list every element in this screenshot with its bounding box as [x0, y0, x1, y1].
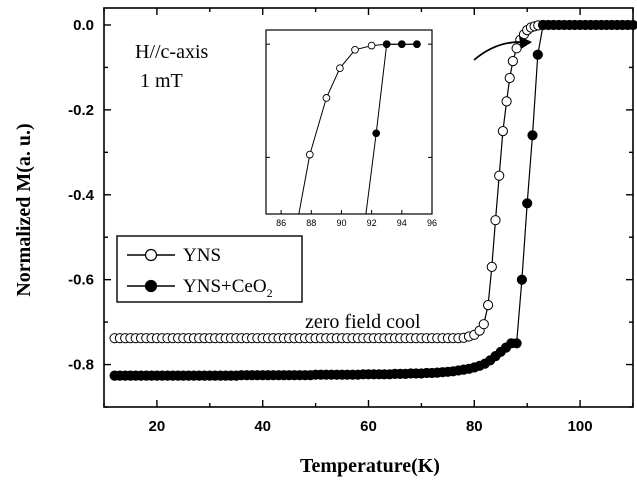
y-tick-label: -0.6: [68, 272, 94, 289]
data-point-yns: [501, 96, 512, 107]
inset-x-tick-label: 86: [276, 218, 286, 228]
inset-x-tick-label: 90: [336, 218, 346, 228]
x-axis-title: Temperature(K): [300, 455, 440, 477]
data-point-yns: [511, 43, 522, 54]
data-point-yns: [486, 261, 497, 272]
y-tick-label: 0.0: [73, 17, 94, 34]
legend-label-yns-ceo2-subscript: 2: [267, 286, 273, 300]
data-point-yns: [507, 56, 519, 67]
protocol-annotation: zero field cool: [305, 311, 421, 333]
inset-data-point-yns-ceo2: [397, 40, 406, 49]
x-tick-label: 80: [466, 418, 483, 435]
field-value-annotation: 1 mT: [140, 70, 183, 92]
y-tick-label: -0.4: [68, 187, 95, 204]
x-tick-label: 60: [360, 418, 377, 435]
legend-label-yns-ceo2: YNS+CeO2: [183, 276, 273, 300]
y-tick-label: -0.8: [68, 357, 94, 374]
inset-data-point-yns-ceo2: [413, 40, 421, 49]
inset-x-tick-label: 96: [427, 218, 437, 228]
inset-data-point-yns: [293, 225, 300, 232]
data-point-yns: [478, 319, 489, 330]
data-point-yns: [490, 215, 501, 226]
field-direction-annotation: H//c-axis: [135, 41, 209, 63]
inset-data-point-yns-ceo2: [372, 129, 381, 138]
legend-label-yns: YNS: [183, 245, 221, 266]
x-tick-label: 20: [149, 418, 166, 435]
inset-plot-area: 86 88 90 92 94 96: [265, 29, 437, 232]
inset-frame: [265, 29, 433, 215]
data-point-yns-ceo2: [522, 198, 533, 209]
inset-data-point-yns: [367, 41, 376, 50]
y-axis-title: Normalized M(a. u.): [13, 123, 35, 296]
inset-data-point-yns: [305, 150, 314, 159]
inset-data-point-yns: [351, 45, 359, 54]
inset-x-tick-label: 94: [397, 218, 407, 228]
annotations-layer: H//c-axis 1 mT zero field cool: [135, 36, 532, 333]
data-point-yns-ceo2: [511, 338, 522, 349]
legend-marker-yns: [144, 248, 158, 262]
legend: YNS YNS+CeO2: [116, 235, 303, 303]
inset-x-tick-label: 92: [367, 218, 377, 228]
inset-pointer-arrowhead: [519, 36, 532, 49]
x-tick-label: 100: [568, 418, 593, 435]
inset-series-group: [293, 40, 421, 232]
data-point-yns: [483, 300, 494, 311]
data-point-yns: [494, 170, 505, 181]
x-tick-label: 40: [254, 418, 271, 435]
inset-data-point-yns: [336, 64, 344, 73]
y-tick-label: -0.2: [68, 102, 94, 119]
data-point-yns: [497, 126, 508, 137]
data-point-yns-ceo2: [527, 130, 538, 141]
inset-data-point-yns-ceo2: [382, 40, 391, 49]
legend-marker-yns-ceo2: [144, 279, 158, 293]
inset-data-point-yns: [322, 94, 331, 102]
inset-x-tick-label: 88: [306, 218, 316, 228]
main-plot-area: 20 40 60 80 100 0.0 -0.2 -0.4 -0.6 -0.8: [68, 7, 637, 435]
data-point-yns-ceo2: [532, 49, 543, 60]
legend-label-yns-ceo2-main: YNS+CeO: [183, 276, 267, 297]
data-point-yns: [504, 72, 515, 84]
data-point-yns-ceo2: [516, 274, 528, 285]
data-point-yns-ceo2: [627, 19, 637, 31]
